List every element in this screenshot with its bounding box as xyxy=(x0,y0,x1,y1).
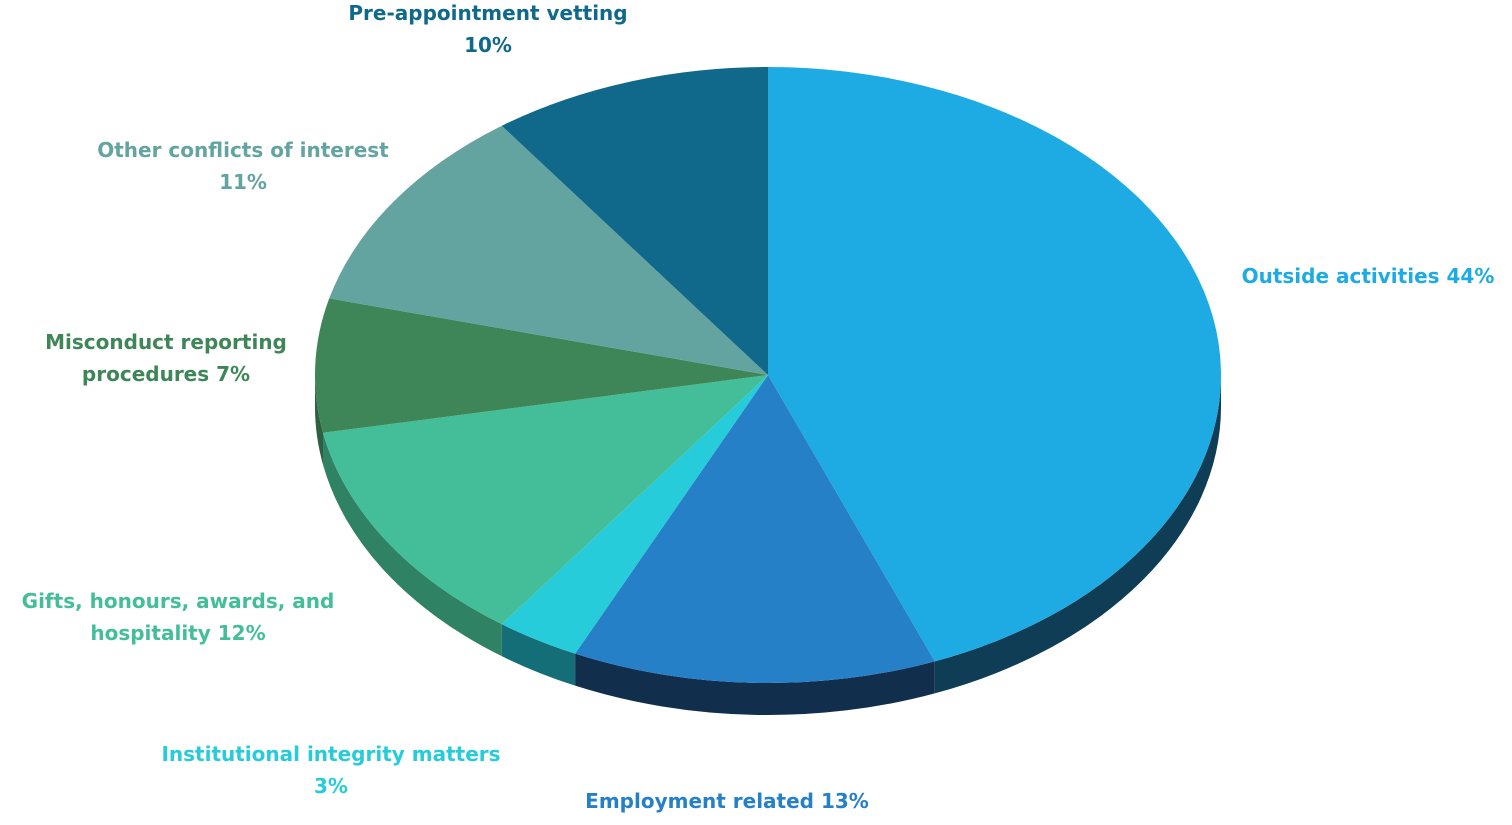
label-gifts-honours-awards-and-hospitality: Gifts, honours, awards, and hospitality 1… xyxy=(22,589,335,645)
pie-side-institutional-integrity-matters xyxy=(501,624,576,686)
label-line: Other conflicts of interest xyxy=(97,138,389,162)
pie-slice-outside-activities[interactable] xyxy=(768,67,1221,662)
pie-sides xyxy=(315,375,1221,715)
label-line: 10% xyxy=(464,33,512,57)
pie-slice-misconduct-reporting-procedures[interactable] xyxy=(315,298,768,433)
label-line: 3% xyxy=(314,774,348,798)
pie-slice-institutional-integrity-matters[interactable] xyxy=(501,375,768,654)
label-line: Gifts, honours, awards, and xyxy=(22,589,335,613)
pie-side-gifts-honours-awards-and-hospitality xyxy=(323,432,502,657)
label-line: procedures 7% xyxy=(82,362,250,386)
label-line: Misconduct reporting xyxy=(45,330,287,354)
pie-side-misconduct-reporting-procedures xyxy=(315,375,324,465)
pie-slice-other-conflicts-of-interest[interactable] xyxy=(329,125,768,375)
pie-slice-gifts-honours-awards-and-hospitality[interactable] xyxy=(323,375,768,625)
pie-slice-pre-appointment-vetting[interactable] xyxy=(501,67,768,375)
label-line: Employment related 13% xyxy=(585,789,869,813)
pie-side-employment-related xyxy=(575,653,935,715)
label-institutional-integrity-matters: Institutional integrity matters 3% xyxy=(161,742,500,798)
pie-slices xyxy=(315,67,1221,684)
label-pre-appointment-vetting: Pre-appointment vetting 10% xyxy=(348,1,627,57)
label-line: hospitality 12% xyxy=(90,621,265,645)
label-line: 11% xyxy=(219,170,267,194)
pie-side-outside-activities xyxy=(934,375,1221,694)
pie-labels: Outside activities 44% Employment related… xyxy=(22,1,1495,813)
label-employment-related: Employment related 13% xyxy=(585,789,869,813)
label-line: Pre-appointment vetting xyxy=(348,1,627,25)
label-other-conflicts-of-interest: Other conflicts of interest 11% xyxy=(97,138,389,194)
pie-slice-employment-related[interactable] xyxy=(575,375,935,684)
label-line: Institutional integrity matters xyxy=(161,742,500,766)
label-line: Outside activities 44% xyxy=(1242,264,1495,288)
label-outside-activities: Outside activities 44% xyxy=(1242,264,1495,288)
label-misconduct-reporting-procedures: Misconduct reporting procedures 7% xyxy=(45,330,287,386)
